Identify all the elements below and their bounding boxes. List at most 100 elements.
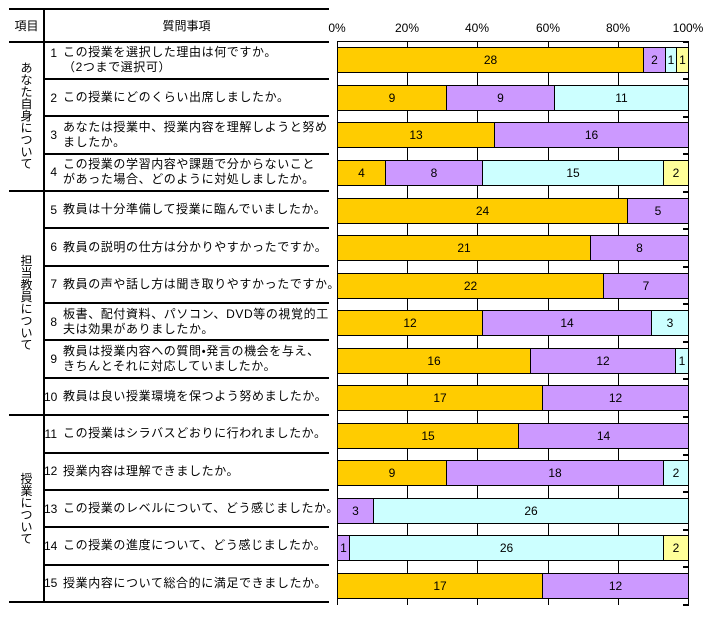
table-row-divider <box>44 452 329 454</box>
group-label: 担当教員について <box>9 191 44 415</box>
group-label: 授業について <box>9 415 44 602</box>
bar-segment: 9 <box>338 86 447 110</box>
bar-segment: 12 <box>543 574 688 598</box>
group-label-char: つ <box>20 314 33 329</box>
bar-row: 22 7 <box>337 273 689 299</box>
bar-segment: 7 <box>604 274 688 298</box>
table-column-divider <box>43 8 45 604</box>
group-label-char: に <box>20 302 33 317</box>
table-row-divider <box>44 78 329 80</box>
bar-row: 9 9 11 <box>337 85 689 111</box>
bar-segment: 11 <box>555 86 688 110</box>
category-axis-tick <box>683 566 689 568</box>
question-text: この授業の進度について、どう感じましたか。 <box>63 538 327 553</box>
group-label-char: て <box>20 338 33 353</box>
bar-segment: 15 <box>338 424 519 448</box>
axis-tick-label: 40% <box>464 21 490 35</box>
bar-segment: 17 <box>338 574 543 598</box>
bar-segment: 8 <box>386 161 483 185</box>
axis-tick-label: 100% <box>672 21 704 35</box>
question-number: 12 <box>44 464 58 479</box>
bar-row: 24 5 <box>337 198 689 224</box>
column-header-item: 項目 <box>14 18 39 33</box>
bar-segment: 3 <box>652 311 688 335</box>
table-row-divider <box>44 265 329 267</box>
category-axis-tick <box>683 116 689 118</box>
category-axis-tick <box>683 416 689 418</box>
group-label-char: い <box>20 326 33 341</box>
category-axis-tick <box>683 228 689 230</box>
table-row-divider <box>44 489 329 491</box>
question-row: 2 この授業にどのくらい出席しましたか。 <box>44 79 329 116</box>
bar-segment: 12 <box>531 349 676 373</box>
question-text: この授業のレベルについて、どう感じましたか。 <box>63 501 340 516</box>
table-row-divider <box>44 115 329 117</box>
group-label-char: 自 <box>20 97 33 112</box>
bar-segment: 22 <box>338 274 604 298</box>
category-axis-tick <box>683 604 689 606</box>
question-row: 7 教員の声や話し方は聞き取りやすかったですか。 <box>44 266 339 303</box>
question-number: 11 <box>44 426 57 441</box>
question-row: 1 この授業を選択した理由は何ですか。 （2つまで選択可） <box>44 42 329 79</box>
bar-segment: 12 <box>338 311 483 335</box>
bar-row: 1 26 2 <box>337 535 689 561</box>
bar-row: 17 12 <box>337 385 689 411</box>
question-text: 授業内容は理解できましたか。 <box>63 463 240 478</box>
question-text: この授業はシラバスどおりに行われましたか。 <box>63 426 327 441</box>
table-header-bottom-border <box>9 41 329 43</box>
bar-segment: 16 <box>338 349 531 373</box>
group-label-char: 授 <box>20 471 33 486</box>
bar-segment: 8 <box>591 236 688 260</box>
question-text: 教員は十分準備して授業に臨んでいましたか。 <box>63 202 327 217</box>
question-number: 5 <box>50 202 57 217</box>
question-text: 教員は授業内容への質問・発言の機会を与え、 きちんとそれに対応していましたか。 <box>63 344 320 374</box>
question-text: 教員は良い授業環境を保つよう努めましたか。 <box>63 389 328 403</box>
category-axis-tick <box>683 491 689 493</box>
bar-segment: 1 <box>666 48 677 72</box>
table-row-divider <box>44 153 329 155</box>
category-axis-tick <box>683 41 689 43</box>
bar-segment: 18 <box>447 461 664 485</box>
group-label-char: つ <box>20 507 33 522</box>
group-label-char: 教 <box>20 278 33 293</box>
table-row-divider <box>44 339 329 341</box>
category-axis-tick <box>683 303 689 305</box>
question-number: 10 <box>44 389 58 404</box>
question-row: 10 教員は良い授業環境を保つよう努めましたか。 <box>44 378 329 415</box>
question-row: 5 教員は十分準備して授業に臨んでいましたか。 <box>44 191 329 228</box>
bar-segment: 1 <box>338 536 350 560</box>
category-axis-tick <box>683 378 689 380</box>
question-text: 板書、配付資料、パソコン、DVD等の視覚的工 夫は効果がありましたか。 <box>63 306 329 336</box>
question-number: 2 <box>50 90 57 105</box>
group-label-char: た <box>20 85 33 100</box>
bar-segment: 4 <box>338 161 386 185</box>
group-label-char: つ <box>20 133 33 148</box>
category-axis-tick <box>683 454 689 456</box>
bar-segment: 2 <box>644 48 666 72</box>
bar-segment: 24 <box>338 199 628 223</box>
table-row-divider <box>44 377 329 379</box>
table-row-divider <box>44 227 329 229</box>
question-row: 11 この授業はシラバスどおりに行われましたか。 <box>44 415 329 452</box>
question-text: 教員の説明の仕方は分かりやすかったですか。 <box>63 239 328 254</box>
bar-segment: 14 <box>483 311 652 335</box>
question-row: 15 授業内容について総合的に満足できましたか。 <box>44 565 329 602</box>
bar-row: 4 8 15 2 <box>337 160 689 186</box>
bar-row: 9 18 2 <box>337 460 689 486</box>
question-row: 14 この授業の進度について、どう感じましたか。 <box>44 527 329 564</box>
table-group-divider <box>9 414 329 416</box>
question-number: 4 <box>50 165 57 180</box>
bar-segment: 9 <box>338 461 447 485</box>
question-row: 12 授業内容は理解できましたか。 <box>44 453 329 490</box>
question-text: 授業内容について総合的に満足できましたか。 <box>63 575 328 590</box>
value-axis-line <box>337 41 689 42</box>
group-label-char: な <box>20 73 33 88</box>
bar-segment: 16 <box>495 123 688 147</box>
bar-segment: 1 <box>677 48 688 72</box>
bar-row: 3 26 <box>337 498 689 524</box>
category-axis-tick <box>683 78 689 80</box>
table-row-divider <box>44 564 329 566</box>
bar-segment: 13 <box>338 123 495 147</box>
question-number: 7 <box>50 277 57 292</box>
